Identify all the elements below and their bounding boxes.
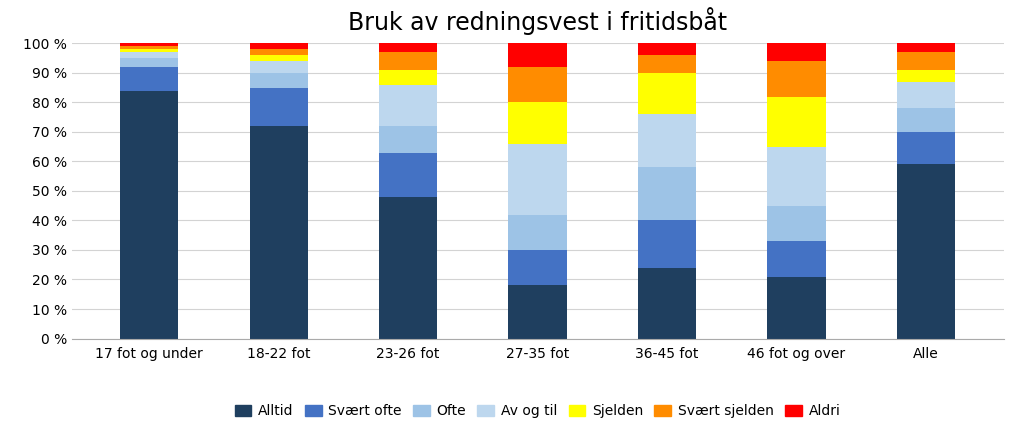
Bar [379, 126, 437, 153]
Bar [897, 70, 955, 82]
Bar [379, 43, 437, 52]
Bar [509, 214, 566, 250]
Bar [767, 61, 825, 96]
Bar [897, 132, 955, 164]
Bar [250, 88, 308, 126]
Bar [638, 55, 696, 73]
Bar [638, 114, 696, 168]
Bar [767, 96, 825, 147]
Bar [379, 70, 437, 85]
Bar [120, 67, 178, 91]
Bar [250, 49, 308, 55]
Bar [638, 43, 696, 55]
Bar [379, 153, 437, 197]
Bar [120, 49, 178, 52]
Bar [767, 241, 825, 276]
Bar [509, 43, 566, 67]
Bar [897, 52, 955, 70]
Bar [509, 67, 566, 102]
Title: Bruk av redningsvest i fritidsbåt: Bruk av redningsvest i fritidsbåt [348, 7, 727, 35]
Bar [120, 46, 178, 49]
Bar [379, 52, 437, 70]
Bar [767, 276, 825, 339]
Bar [897, 108, 955, 132]
Bar [509, 250, 566, 286]
Bar [897, 82, 955, 108]
Bar [638, 220, 696, 268]
Bar [379, 197, 437, 339]
Bar [638, 168, 696, 220]
Bar [250, 61, 308, 73]
Bar [120, 43, 178, 46]
Bar [638, 73, 696, 114]
Bar [509, 144, 566, 214]
Bar [897, 43, 955, 52]
Bar [120, 91, 178, 339]
Bar [379, 85, 437, 126]
Bar [897, 164, 955, 339]
Bar [250, 55, 308, 61]
Bar [120, 58, 178, 67]
Bar [509, 102, 566, 144]
Bar [767, 43, 825, 61]
Bar [250, 126, 308, 339]
Bar [767, 147, 825, 206]
Bar [638, 268, 696, 339]
Bar [120, 52, 178, 58]
Legend: Alltid, Svært ofte, Ofte, Av og til, Sjelden, Svært sjelden, Aldri: Alltid, Svært ofte, Ofte, Av og til, Sje… [229, 398, 846, 424]
Bar [250, 43, 308, 49]
Bar [767, 206, 825, 241]
Bar [250, 73, 308, 88]
Bar [509, 286, 566, 339]
